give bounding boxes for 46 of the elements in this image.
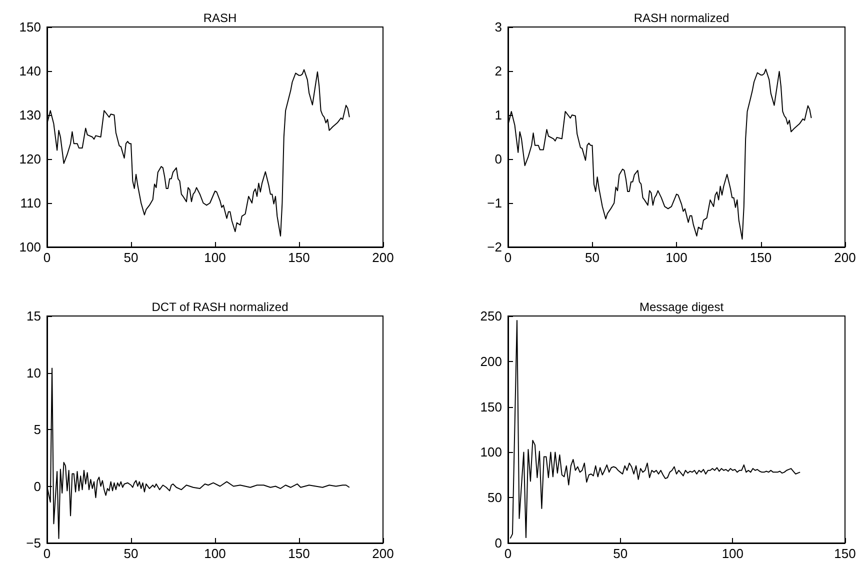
y-tick-label: 110 <box>20 196 41 210</box>
y-tick-label: −1 <box>487 196 502 210</box>
chart-title: Message digest <box>639 300 724 314</box>
x-tick-label: 150 <box>834 546 856 561</box>
x-tick-label: 150 <box>750 250 772 265</box>
x-tick-label: 200 <box>372 546 394 561</box>
y-tick-label: 200 <box>480 354 502 369</box>
x-tick-label: 100 <box>204 250 226 265</box>
y-tick-label: 150 <box>480 399 502 414</box>
y-tick-label: 50 <box>488 490 502 506</box>
x-tick-label: 0 <box>43 250 51 265</box>
y-tick-label: 0 <box>494 536 502 550</box>
x-tick-label: 200 <box>372 250 394 265</box>
y-tick-label: 5 <box>34 422 41 437</box>
x-tick-label: 0 <box>504 250 512 265</box>
chart-title: RASH normalized <box>634 11 730 25</box>
x-tick-label: 0 <box>504 546 512 561</box>
x-tick-label: 200 <box>834 250 856 265</box>
y-tick-label: 3 <box>494 20 502 34</box>
y-tick-label: 100 <box>480 444 502 460</box>
y-tick-label: 15 <box>26 308 41 324</box>
x-tick-label: 150 <box>288 250 310 265</box>
y-tick-label: 2 <box>494 64 502 78</box>
x-tick-label: 100 <box>204 546 226 561</box>
y-tick-label: 0 <box>494 152 502 166</box>
y-tick-label: 10 <box>26 365 41 380</box>
x-tick-label: 0 <box>43 546 51 561</box>
y-tick-label: 140 <box>19 64 41 78</box>
chart-title: DCT of RASH normalized <box>152 300 288 314</box>
y-tick-label: −5 <box>26 536 41 550</box>
x-tick-label: 100 <box>722 546 744 561</box>
x-tick-label: 50 <box>124 546 138 561</box>
y-tick-label: 0 <box>34 478 41 494</box>
x-tick-label: 50 <box>124 250 138 265</box>
chart-title: RASH <box>203 11 237 25</box>
y-tick-label: 150 <box>19 20 41 34</box>
y-tick-label: 130 <box>19 108 41 122</box>
x-tick-label: 50 <box>585 250 600 265</box>
y-tick-label: 120 <box>19 152 41 166</box>
x-tick-label: 100 <box>666 250 688 265</box>
x-tick-label: 150 <box>288 546 310 561</box>
y-tick-label: −2 <box>487 240 502 254</box>
y-tick-label: 1 <box>494 108 502 122</box>
y-tick-label: 100 <box>19 240 41 254</box>
x-tick-label: 50 <box>613 546 628 561</box>
y-tick-label: 250 <box>480 308 502 324</box>
